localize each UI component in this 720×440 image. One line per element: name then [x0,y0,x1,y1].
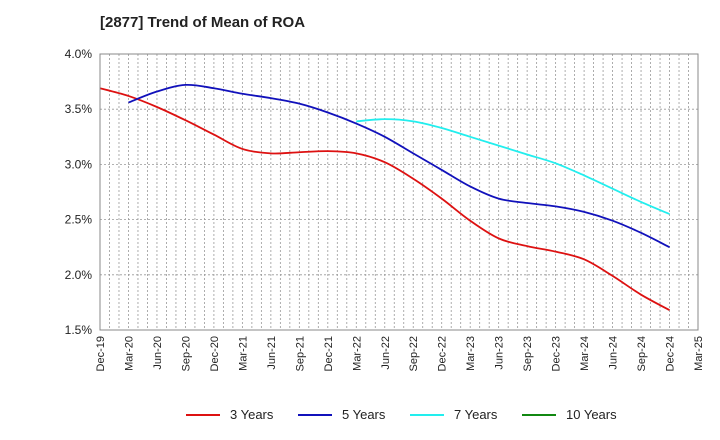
x-tick-label: Sep-20 [180,336,192,371]
legend-label-7-years: 7 Years [454,407,498,422]
x-tick-label: Sep-21 [294,336,306,371]
series-line-5-years [128,83,670,249]
y-tick-label: 1.5% [65,323,93,337]
x-tick-label: Dec-21 [323,336,335,371]
y-tick-label: 3.5% [65,102,93,116]
x-tick-label: Mar-23 [465,336,477,371]
x-tick-label: Dec-24 [665,336,677,371]
y-axis-ticks: 1.5% 2.0% 2.5% 3.0% 3.5% 4.0% [65,47,93,337]
legend-swatch-5-years [298,414,332,416]
x-tick-label: Jun-21 [266,336,278,370]
x-tick-label: Dec-19 [95,336,107,371]
y-tick-label: 4.0% [65,47,93,61]
x-tick-label: Mar-20 [123,336,135,371]
legend-swatch-10-years [522,414,556,416]
legend-label-3-years: 3 Years [230,407,274,422]
series-lines [99,83,670,311]
x-tick-label: Jun-24 [608,336,620,370]
x-tick-label: Mar-22 [351,336,363,371]
legend-label-10-years: 10 Years [566,407,617,422]
x-tick-label: Sep-22 [408,336,420,371]
legend-swatch-3-years [186,414,220,416]
x-tick-label: Jun-20 [152,336,164,370]
x-tick-label: Mar-25 [693,336,705,371]
legend: 3 Years 5 Years 7 Years 10 Years [0,404,720,426]
y-tick-label: 2.0% [65,268,93,282]
x-tick-label: Mar-21 [237,336,249,371]
series-line-3-years [99,87,670,311]
x-tick-label: Sep-24 [636,336,648,371]
x-tick-label: Dec-20 [209,336,221,371]
plot-frame [99,53,699,331]
x-tick-label: Dec-23 [551,336,563,371]
x-tick-label: Mar-24 [579,336,591,371]
y-tick-label: 3.0% [65,157,93,171]
x-tick-label: Dec-22 [437,336,449,371]
x-tick-label: Sep-23 [522,336,534,371]
chart-plot: 1.5% 2.0% 2.5% 3.0% 3.5% 4.0% Dec-19 Mar-20 Jun… [65,47,705,371]
legend-label-5-years: 5 Years [342,407,386,422]
x-tick-label: Jun-22 [380,336,392,370]
x-tick-label: Jun-23 [494,336,506,370]
grid [99,53,699,331]
chart-title: [2877] Trend of Mean of ROA [100,14,306,31]
y-tick-label: 2.5% [65,213,93,227]
x-axis-ticks: Dec-19 Mar-20 Jun-20 Sep-20 Dec-20 Mar-21 Jun-… [95,336,705,371]
series-line-7-years [356,118,670,215]
legend-swatch-7-years [410,414,444,416]
